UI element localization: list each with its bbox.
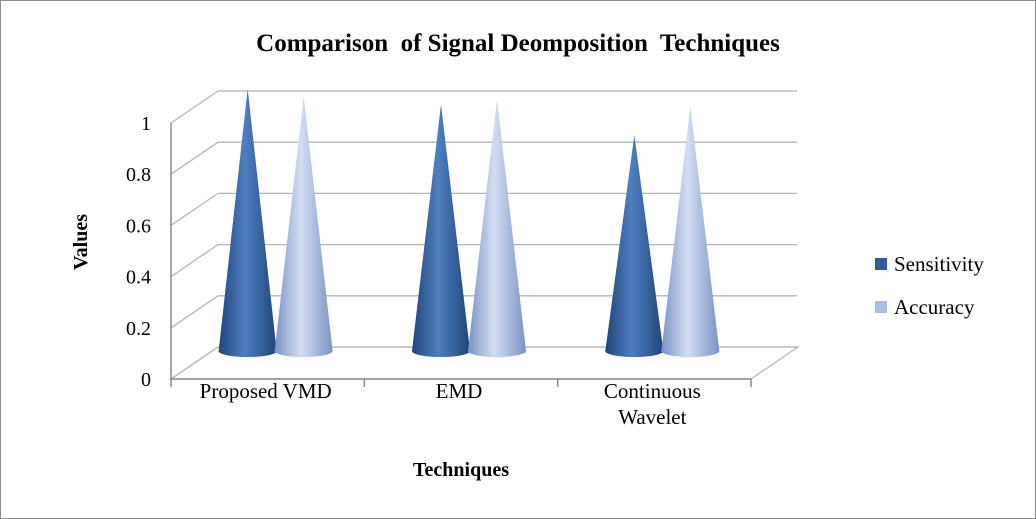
y-tick-label: 0.6 [126,215,151,237]
y-tick-label: 0 [141,369,151,391]
y-tick-label: 0.2 [126,318,151,340]
legend-label-accuracy: Accuracy [894,295,975,319]
chart-title: Comparison of Signal Deomposition Techni… [256,30,780,57]
cone-sensitivity-0 [218,89,277,357]
tick-labels: 0 0.2 0.4 0.6 0.8 1 Proposed VMD EMD Continuous W… [126,113,701,429]
x-tick-label: Continuous Wavelet [604,379,701,429]
x-tick-label: Proposed VMD [200,379,332,403]
side-gridline [170,295,219,329]
legend-label-sensitivity: Sensitivity [894,252,984,276]
y-tick-label: 1 [141,113,151,135]
cone-accuracy-2 [661,106,720,357]
data-marks [218,89,720,358]
side-gridline [170,244,219,278]
legend-swatch-accuracy [875,301,887,313]
legend-swatch-sensitivity [875,258,887,270]
side-gridline [170,192,219,226]
cone-sensitivity-2 [605,135,664,357]
side-gridline [170,141,219,175]
x-axis-label: Techniques [413,459,509,481]
x-tick-label: EMD [436,379,483,403]
axes [170,123,752,387]
cone-accuracy-1 [468,99,526,358]
y-tick-label: 0.8 [126,164,151,186]
y-axis-label: Values [70,214,92,270]
side-gridline [170,346,219,380]
legend: Sensitivity Accuracy [875,252,984,319]
cone-sensitivity-1 [412,104,470,357]
side-gridline [170,90,219,124]
y-tick-label: 0.4 [126,267,151,289]
cone-accuracy-0 [274,96,333,358]
